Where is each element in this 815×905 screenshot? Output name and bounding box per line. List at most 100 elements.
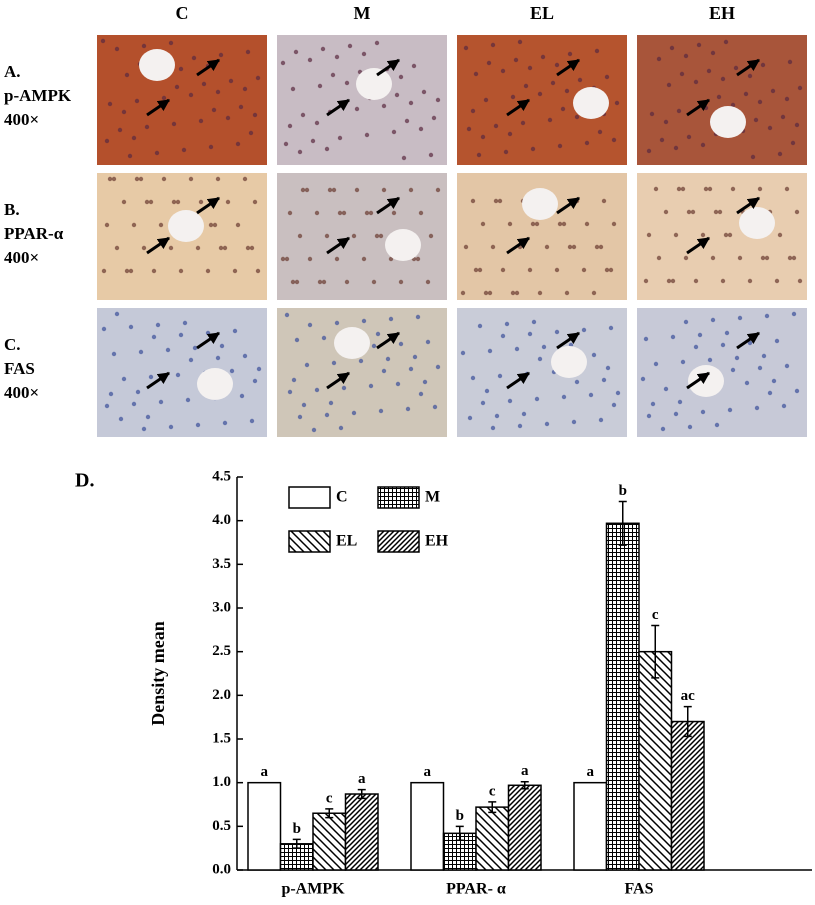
y-tick-label: 4.0 [212,512,231,528]
nucleus [781,403,787,409]
nucleus [673,145,679,151]
nucleus [561,221,567,227]
nucleus [361,256,367,262]
nucleus [174,84,180,90]
nucleus [679,71,685,77]
nucleus [666,82,672,88]
nucleus [408,366,414,372]
arrow [376,196,400,215]
arrow [196,58,220,77]
nucleus [534,221,540,227]
nucleus [677,399,683,405]
nucleus [601,377,607,383]
nucleus [537,290,543,296]
nucleus [653,186,659,192]
nucleus [615,390,621,396]
nucleus [646,232,652,238]
nucleus [503,149,509,155]
nucleus [663,119,669,125]
legend-label: EL [336,533,357,550]
nucleus [527,267,533,273]
nucleus [411,63,417,69]
nucleus [358,358,364,364]
nucleus [466,126,472,132]
nucleus [168,424,174,430]
nucleus [676,108,682,114]
nucleus [646,413,652,419]
legend-label: EH [425,533,449,550]
nucleus [435,97,441,103]
nucleus [494,413,500,419]
significance-letter: a [587,764,595,780]
bar [507,784,542,871]
nucleus [208,144,214,150]
arrow [146,98,170,117]
vessel [385,229,421,261]
nucleus [557,221,563,227]
nucleus [388,256,394,262]
nucleus [168,245,174,251]
nucleus [124,268,130,274]
vessel [573,87,609,119]
nucleus [228,78,234,84]
nucleus [421,89,427,95]
nucleus [577,77,583,83]
nucleus [307,256,313,262]
nucleus [371,343,377,349]
nucleus [710,255,716,261]
nucleus [790,140,796,146]
nucleus [415,314,421,320]
nucleus [301,402,307,408]
vessel [522,188,558,220]
nucleus [101,326,107,332]
nucleus [673,232,679,238]
nucleus [760,255,766,261]
nucleus [117,127,123,133]
nucleus [334,256,340,262]
nucleus [317,279,323,285]
nucleus [540,54,546,60]
nucleus [195,422,201,428]
legend-swatch [288,530,331,553]
arrow [556,331,580,350]
nucleus [158,399,164,405]
nucleus [212,222,218,228]
arrow [326,236,350,255]
column-header: EL [530,3,554,23]
vessel [688,365,724,397]
nucleus [700,232,706,238]
nucleus [422,379,428,385]
nucleus [344,279,350,285]
error-bar [520,781,529,790]
nucleus [564,290,570,296]
nucleus [757,365,763,371]
nucleus [341,385,347,391]
nucleus [148,199,154,205]
nucleus [239,393,245,399]
nucleus [294,337,300,343]
nucleus [470,108,476,114]
nucleus [144,124,150,130]
nucleus [564,88,570,94]
nucleus [287,210,293,216]
significance-letter: b [293,821,301,837]
nucleus [304,362,310,368]
nucleus [151,334,157,340]
nucleus [290,279,296,285]
row-label: C. [4,335,21,354]
nucleus [744,380,750,386]
row-label: A. [4,62,21,81]
nucleus [330,72,336,78]
nucleus [611,402,617,408]
nucleus [161,95,167,101]
nucleus [328,400,334,406]
nucleus [550,80,556,86]
nucleus [284,256,290,262]
significance-letter: c [652,607,659,623]
nucleus [717,209,723,215]
nucleus [747,278,753,284]
nucleus [290,86,296,92]
nucleus [100,38,106,44]
nucleus [517,423,523,429]
